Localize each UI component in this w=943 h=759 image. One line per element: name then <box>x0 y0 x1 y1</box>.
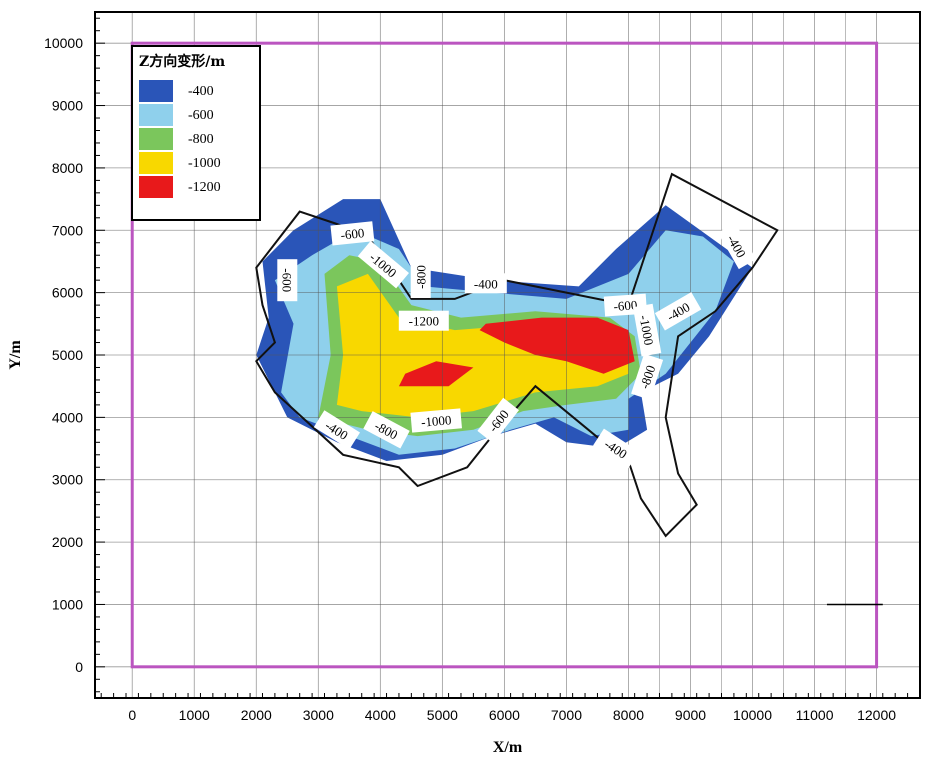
y-tick-label: 4000 <box>52 409 83 425</box>
contour-label-text: -600 <box>279 268 294 292</box>
contour-label-box <box>277 259 298 302</box>
x-tick-label: 1000 <box>179 707 210 723</box>
legend-swatch <box>139 152 173 174</box>
x-tick-label: 4000 <box>365 707 396 723</box>
legend-swatch <box>139 176 173 198</box>
contour-label-text: -600 <box>613 297 638 314</box>
contour-label-box <box>410 408 462 433</box>
x-tick-label: 10000 <box>733 707 772 723</box>
x-tick-label: 7000 <box>551 707 582 723</box>
x-tick-label: 8000 <box>613 707 644 723</box>
contour-region-neg1200 <box>398 361 474 387</box>
y-tick-label: 3000 <box>52 472 83 488</box>
contour-label: -600 <box>330 221 375 246</box>
legend-title: Z方向变形/m <box>139 53 225 70</box>
contour-label-box <box>410 256 431 298</box>
contour-label-text: -400 <box>474 276 498 291</box>
x-tick-label: 2000 <box>241 707 272 723</box>
axis-ticks: 0 1000 2000 3000 4000 5000 6000 7000 8000 9000 100… <box>44 17 909 723</box>
legend-swatch <box>139 128 173 150</box>
legend-swatch <box>139 104 173 126</box>
contour-label-box <box>632 303 662 357</box>
contour-label: -600 <box>277 259 298 302</box>
contour-label-box <box>313 410 361 450</box>
contour-label-box <box>717 222 757 270</box>
contour-label: -800 <box>410 256 431 298</box>
y-tick-label: 0 <box>75 659 83 675</box>
contour-label-box <box>477 397 520 444</box>
contour-label-box <box>363 411 410 449</box>
contour-label-box <box>464 273 507 294</box>
x-tick-label: 6000 <box>489 707 520 723</box>
x-tick-label: 5000 <box>427 707 458 723</box>
x-tick-label: 9000 <box>675 707 706 723</box>
legend: Z方向变形/m -400 -600 -800 -1000 -1200 <box>131 45 261 221</box>
contour-label-text: -600 <box>340 225 365 242</box>
contour-label-text: -1000 <box>637 314 657 346</box>
y-tick-label: 10000 <box>44 35 83 51</box>
contour-label: -1200 <box>398 310 449 331</box>
y-tick-label: 8000 <box>52 160 83 176</box>
x-tick-label: 11000 <box>796 707 834 723</box>
legend-swatch <box>139 80 173 102</box>
contour-region-neg1200 <box>479 317 635 374</box>
legend-entry-label: -400 <box>188 84 214 99</box>
contour-label-box <box>654 292 702 331</box>
y-tick-label: 5000 <box>52 347 83 363</box>
contour-labels: -600-1000 -800 -400-600 -400-1000-1200-800-… <box>277 221 757 469</box>
contour-label-text: -800 <box>637 363 659 390</box>
contour-label: -400 <box>464 273 507 294</box>
contour-label-text: -1000 <box>420 412 452 430</box>
contour-label: -1000 <box>632 303 662 357</box>
contour-label: -1000 <box>410 408 462 433</box>
contour-label-text: -800 <box>414 265 429 289</box>
legend-entry-label: -600 <box>188 108 214 123</box>
legend-entry-label: -800 <box>188 132 214 147</box>
x-tick-label: 12000 <box>857 707 896 723</box>
contour-label: -800 <box>631 353 664 400</box>
legend-entry-label: -1000 <box>188 156 221 171</box>
legend-entry-label: -1200 <box>188 180 221 195</box>
y-axis-title: Y/m <box>7 340 24 370</box>
contour-label-text: -1200 <box>409 314 439 329</box>
contour-label-box <box>631 353 664 400</box>
contour-label-box <box>398 310 449 331</box>
x-tick-label: 3000 <box>303 707 334 723</box>
y-tick-label: 1000 <box>52 596 83 612</box>
y-tick-label: 2000 <box>52 534 83 550</box>
contour-label-box <box>357 240 409 289</box>
y-tick-label: 7000 <box>52 222 83 238</box>
x-tick-label: 0 <box>128 707 136 723</box>
x-axis-title: X/m <box>493 739 523 756</box>
contour-label-box <box>330 221 375 246</box>
model-boundary <box>130 41 879 669</box>
contour-label-box <box>593 428 640 469</box>
y-tick-label: 6000 <box>52 285 83 301</box>
y-tick-label: 9000 <box>52 98 83 114</box>
